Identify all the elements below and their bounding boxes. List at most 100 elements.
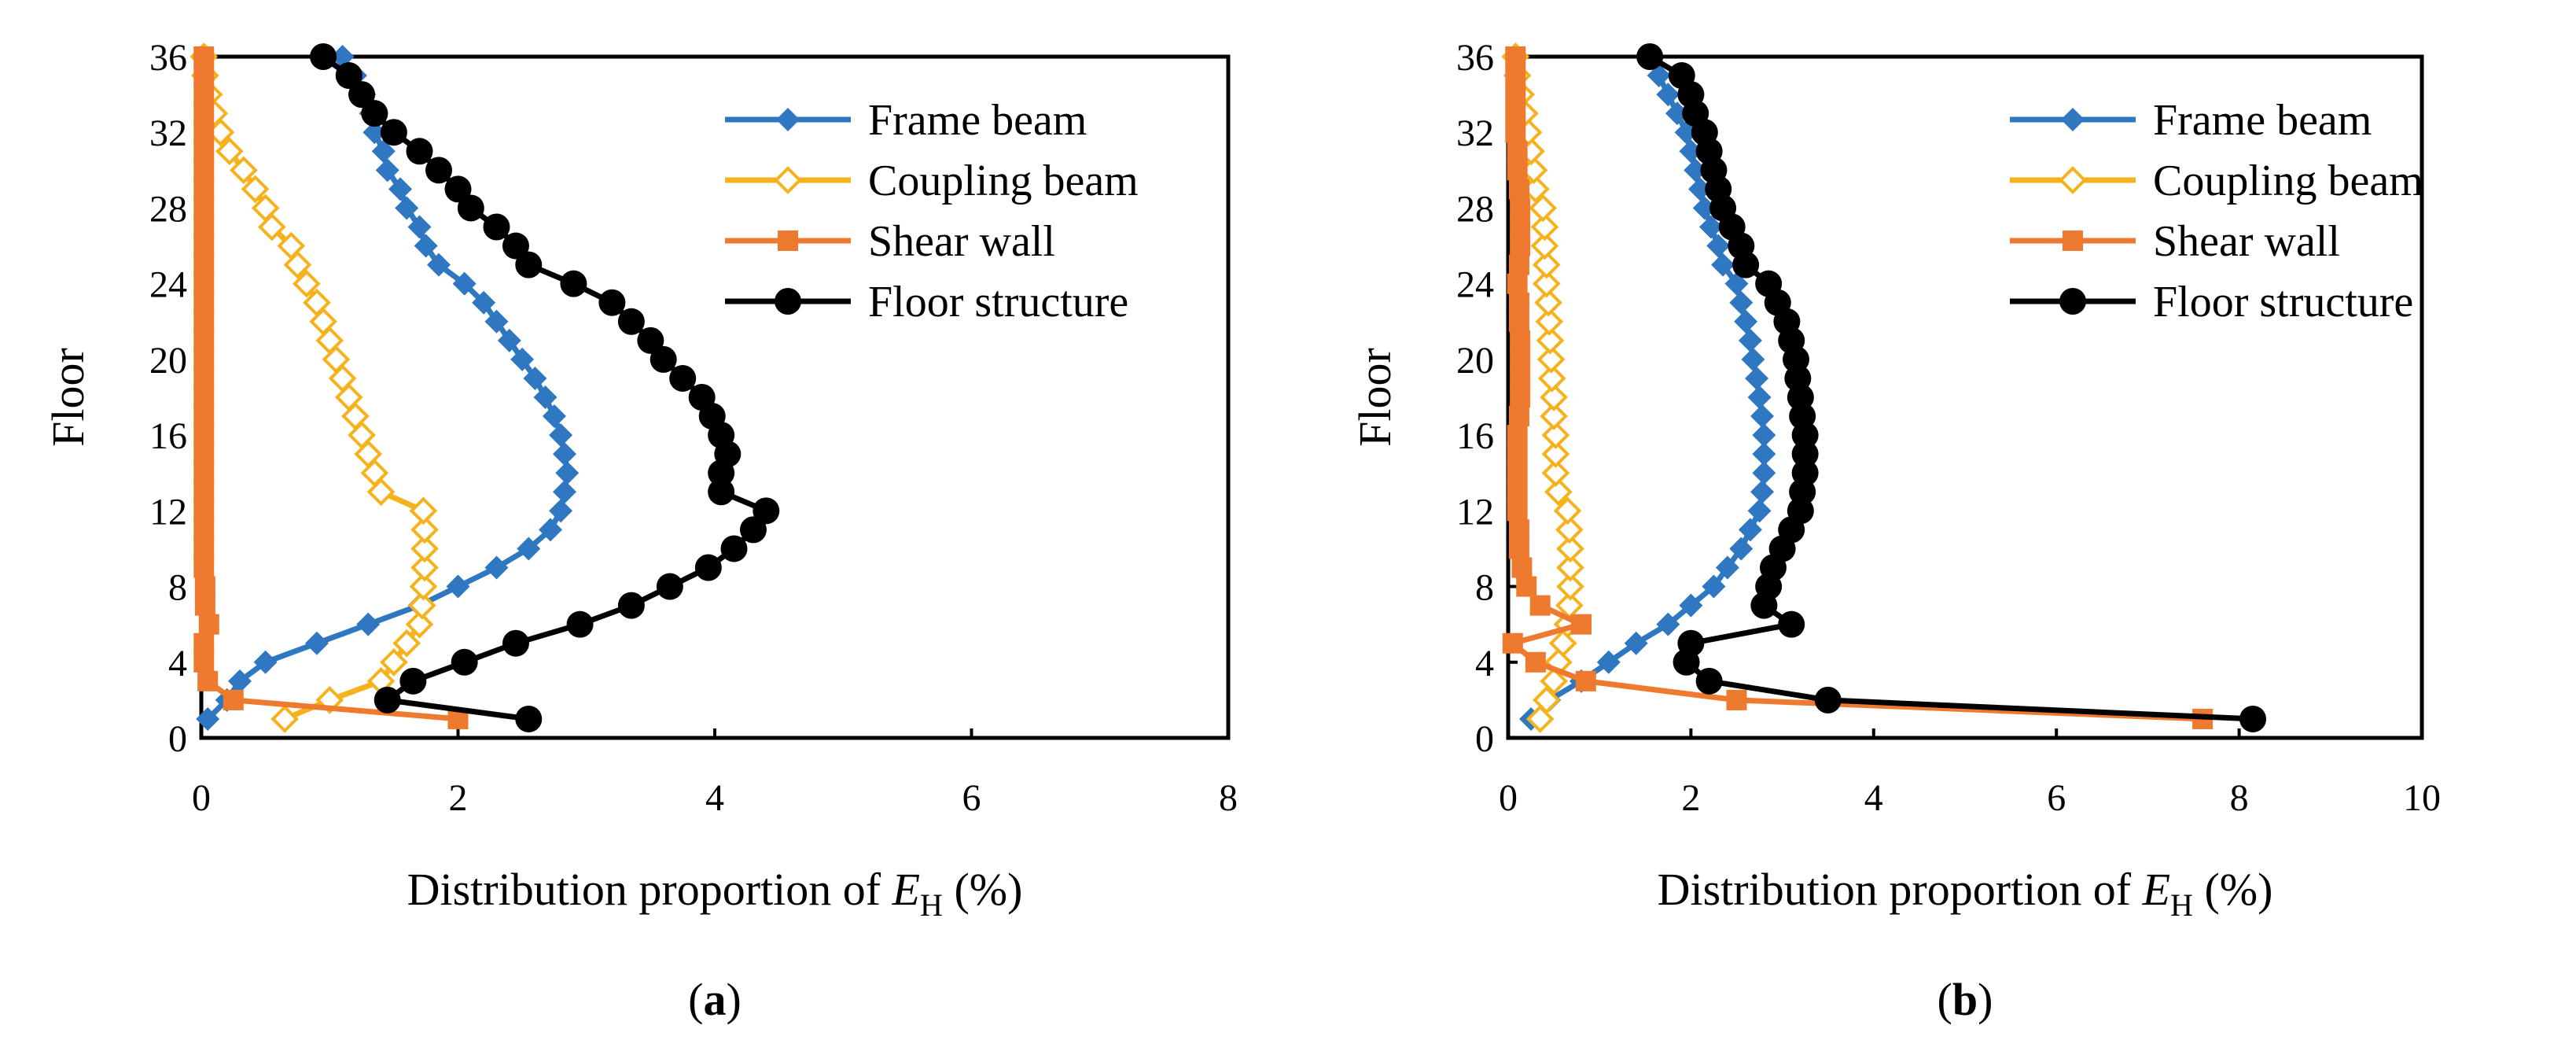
panel-a-series-coupling-beam-point-7 — [407, 591, 436, 620]
panel-b-xtick-label-5: 10 — [2403, 777, 2441, 819]
panel-a-series-floor-structure-point-7 — [617, 592, 645, 619]
panel-a-series-shear-wall-point-19 — [193, 367, 215, 389]
panel-a-series-frame-beam-point-14 — [555, 461, 580, 485]
panel-b-series-floor-structure-point-6 — [1778, 610, 1805, 638]
panel-b-series-shear-wall-point-18 — [1510, 387, 1531, 407]
panel-a-legend-entry-shear-wall-label: Shear wall — [868, 217, 1055, 266]
panel-b-series-shear-wall-point-7 — [1529, 595, 1551, 616]
panel-a-xtick-label-4: 8 — [1219, 777, 1238, 819]
panel-b-series-shear-wall-point-2 — [1726, 689, 1747, 710]
panel-b-series-shear-wall-point-30 — [1507, 160, 1528, 181]
panel-a-xlabel: Distribution proportion of EH (%) — [407, 864, 1023, 923]
panel-b-series-frame-beam-point-29 — [1688, 177, 1713, 201]
panel-a-xlabel-subscript: H — [920, 887, 943, 923]
panel-a-series-coupling-beam-point-9 — [410, 553, 439, 582]
panel-b-label-letter: b — [1952, 974, 1978, 1025]
panel-b-xtick-label-0: 0 — [1499, 777, 1518, 819]
panel-a-series-shear-wall-point-30 — [193, 160, 215, 181]
panel-a-legend-entry-frame-beam-swatch-marker — [776, 108, 800, 131]
panel-a-series-floor-structure-point-11 — [739, 516, 767, 544]
panel-b-series-shear-wall-point-29 — [1508, 179, 1529, 200]
panel-b-series-frame-beam-point-34 — [1656, 83, 1680, 107]
panel-a-series-coupling-beam — [190, 42, 439, 733]
panel-b-ytick-label-3: 12 — [1456, 491, 1494, 533]
panel-b-series-coupling-beam-point-14 — [1541, 459, 1570, 488]
panel-b-series-coupling-beam-point-13 — [1544, 478, 1573, 507]
panel-a-series-shear-wall-point-36 — [193, 46, 215, 67]
panel-a-series-frame-beam-point-28 — [395, 196, 419, 220]
panel-b-series-frame-beam-point-18 — [1747, 385, 1772, 409]
panel-b-series-shear-wall-point-25 — [1508, 254, 1529, 275]
panel-b-series-coupling-beam-point-28 — [1529, 194, 1557, 223]
panel-a-series-shear-wall-point-2 — [223, 689, 244, 710]
panel-a-series-frame-beam-point-8 — [446, 574, 470, 599]
panel-b-series-floor-structure-point-2 — [1814, 686, 1842, 714]
panel-a-series-shear-wall-point-18 — [193, 387, 215, 407]
panel-b-xtick-label-1: 2 — [1681, 777, 1700, 819]
panel-b-series-floor-structure — [1636, 43, 2267, 732]
panel-a-series-shear-wall-point-32 — [193, 122, 215, 143]
panel-b-series-frame-beam-point-23 — [1729, 290, 1754, 315]
panel-b-series-coupling-beam-point-17 — [1540, 402, 1568, 430]
panel-a-series-frame-beam-point-21 — [497, 328, 521, 352]
panel-b-series-coupling-beam-point-10 — [1556, 534, 1584, 563]
panel-b-series-coupling-beam-point-8 — [1556, 572, 1584, 601]
panel-a-xtick-label-3: 6 — [962, 777, 981, 819]
panel-b-label: (b) — [1938, 974, 1993, 1025]
panel-a-series-frame-beam-point-1 — [196, 706, 220, 731]
panel-a-xlabel-suffix: (%) — [943, 864, 1022, 915]
panel-a-legend-entry-shear-wall-swatch-marker — [778, 230, 798, 251]
panel-a-series-frame-beam-point-23 — [472, 290, 496, 315]
panel-b-xlabel-subscript: H — [2170, 887, 2193, 923]
panel-a-series-floor-structure-point-25 — [515, 251, 543, 278]
panel-a-series-shear-wall-point-27 — [193, 216, 215, 238]
panel-b-series-shear-wall-point-11 — [1508, 519, 1529, 540]
panel-a-series-frame-beam-point-32 — [362, 120, 387, 145]
panel-a-series-floor-structure-point-9 — [694, 554, 722, 581]
panel-b-series-shear-wall-point-10 — [1508, 538, 1529, 559]
panel-a-series-frame-beam-point-29 — [388, 177, 413, 201]
panel-a-ytick-label-7: 28 — [149, 188, 187, 230]
panel-b-series-floor-structure-point-36 — [1636, 43, 1664, 70]
panel-b-legend-entry-floor-structure-swatch-marker — [2059, 288, 2086, 315]
panel-b-ytick-label-6: 24 — [1456, 264, 1494, 306]
panel-a-series-frame-beam-point-26 — [414, 234, 438, 258]
panel-a-series-shear-wall-point-16 — [193, 425, 215, 446]
panel-a-series-floor-structure-point-32 — [380, 119, 407, 146]
panel-b-series-frame-beam-point-26 — [1706, 234, 1731, 258]
panel-a-label-close: ) — [727, 974, 742, 1025]
panel-b-legend-entry-shear-wall: Shear wall — [2010, 217, 2340, 266]
panel-a-series-frame-beam-point-11 — [539, 518, 563, 542]
panel-a-label: (a) — [688, 974, 742, 1025]
panel-b-series-coupling-beam-point-25 — [1532, 250, 1561, 279]
panel-a-series-floor-structure-point-5 — [502, 629, 529, 657]
panel-b-series-coupling-beam-point-26 — [1530, 231, 1559, 260]
panel-a-series-shear-wall-point-22 — [193, 311, 215, 332]
panel-b-series-frame-beam-point-25 — [1711, 253, 1735, 277]
panel-a-series-coupling-beam-point-1 — [270, 705, 299, 733]
panel-a-series-frame-beam-point-22 — [484, 309, 509, 334]
panel-a-ytick-label-1: 4 — [168, 643, 187, 684]
panel-a-series-floor-structure-point-24 — [560, 270, 587, 297]
panel-b-series-frame-beam-point-7 — [1679, 593, 1703, 618]
panel-a-series-shear-wall-point-7 — [194, 595, 215, 616]
panel-a-series-floor-structure-point-22 — [617, 308, 645, 335]
panel-a-series-frame-beam-point-24 — [452, 271, 477, 296]
panel-a-series-frame-beam-point-13 — [552, 480, 576, 504]
panel-b-xlabel-prefix: Distribution proportion of — [1658, 864, 2143, 915]
panel-a-series-floor-structure-point-27 — [483, 213, 510, 241]
panel-a-legend-entry-floor-structure-label: Floor structure — [868, 278, 1128, 326]
panel-b-legend-entry-coupling-beam: Coupling beam — [2010, 157, 2423, 205]
panel-b-series-shear-wall-point-36 — [1505, 46, 1526, 67]
panel-b-series-frame-beam-point-24 — [1724, 271, 1749, 296]
panel-a-series-shear-wall-point-3 — [197, 670, 219, 691]
panel-a-ytick-label-9: 36 — [149, 37, 187, 79]
panel-b-series-frame-beam-point-5 — [1624, 631, 1648, 655]
panel-b-series-coupling-beam-point-15 — [1541, 440, 1570, 468]
panel-a-series-coupling-beam-point-8 — [409, 572, 438, 601]
panel-a-xtick-label-0: 0 — [192, 777, 211, 819]
panel-a-legend: Frame beam Coupling beam Shear wall Floor s… — [725, 96, 1139, 326]
